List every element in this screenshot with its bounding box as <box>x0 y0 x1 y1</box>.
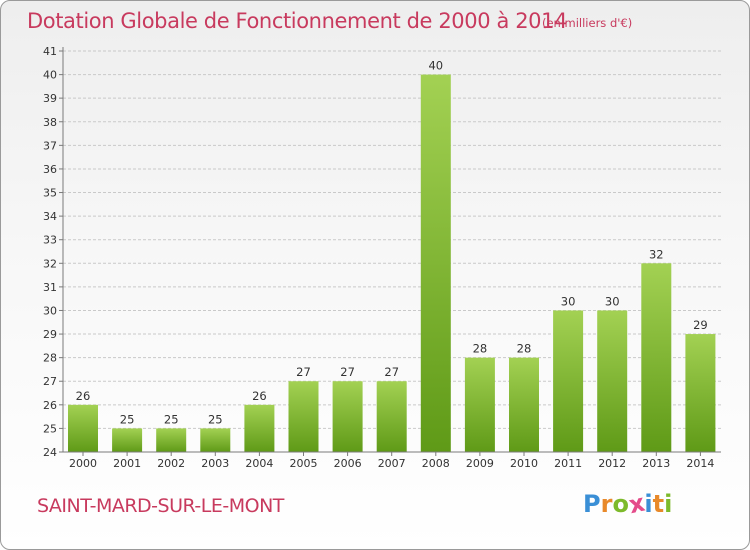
logo-letter: r <box>600 490 613 518</box>
y-tick-label: 27 <box>43 375 57 388</box>
value-label: 32 <box>649 247 664 261</box>
bar <box>685 334 716 452</box>
y-tick-label: 38 <box>43 116 57 129</box>
bar <box>464 357 495 452</box>
y-tick-label: 33 <box>43 234 57 247</box>
bar <box>68 404 98 452</box>
x-tick-label: 2000 <box>69 457 97 470</box>
y-tick-label: 28 <box>43 352 57 365</box>
bar <box>156 428 187 452</box>
x-tick-label: 2011 <box>554 457 582 470</box>
bar <box>200 428 231 452</box>
proxiti-logo: Proxiti <box>583 489 673 520</box>
x-tick-label: 2012 <box>598 457 626 470</box>
bar <box>244 404 275 452</box>
y-tick-label: 25 <box>43 422 57 435</box>
x-tick-label: 2014 <box>686 457 714 470</box>
logo-letter: i <box>644 490 653 518</box>
x-tick-label: 2004 <box>245 457 273 470</box>
y-tick-label: 29 <box>43 328 57 341</box>
x-tick-label: 2006 <box>334 457 362 470</box>
bar <box>332 381 363 452</box>
y-tick-label: 36 <box>43 163 57 176</box>
unit-label: (en milliers d'€) <box>542 16 633 30</box>
bar <box>112 428 143 452</box>
logo-letter: o <box>612 490 629 518</box>
commune-name: SAINT-MARD-SUR-LE-MONT <box>37 495 284 517</box>
value-label: 25 <box>120 412 135 426</box>
x-tick-label: 2013 <box>642 457 670 470</box>
bar <box>288 381 319 452</box>
y-tick-label: 39 <box>43 92 57 105</box>
bar <box>376 381 407 452</box>
value-label: 40 <box>428 59 443 73</box>
value-label: 30 <box>605 294 620 308</box>
bar <box>553 310 584 452</box>
value-label: 27 <box>340 365 355 379</box>
x-tick-label: 2009 <box>466 457 494 470</box>
y-tick-label: 32 <box>43 257 57 270</box>
y-tick-label: 30 <box>43 304 57 317</box>
value-label: 29 <box>693 318 708 332</box>
x-tick-label: 2007 <box>378 457 406 470</box>
logo-letter: t <box>652 490 665 518</box>
x-tick-label: 2010 <box>510 457 538 470</box>
bar <box>597 310 628 452</box>
x-tick-label: 2001 <box>113 457 141 470</box>
logo-letter: i <box>664 490 673 518</box>
x-tick-label: 2008 <box>422 457 450 470</box>
y-tick-label: 31 <box>43 281 57 294</box>
value-label: 30 <box>561 294 576 308</box>
bar <box>420 74 451 453</box>
x-tick-label: 2005 <box>290 457 318 470</box>
chart-title: Dotation Globale de Fonctionnement de 20… <box>27 9 568 33</box>
bar <box>509 357 539 452</box>
value-label: 28 <box>473 342 488 356</box>
value-label: 26 <box>252 389 267 403</box>
bar <box>641 263 672 452</box>
value-label: 28 <box>517 342 532 356</box>
value-label: 27 <box>296 365 311 379</box>
logo-letter: P <box>583 490 601 518</box>
value-label: 25 <box>208 412 223 426</box>
x-tick-label: 2002 <box>157 457 185 470</box>
y-tick-label: 40 <box>43 69 57 82</box>
y-tick-label: 41 <box>43 45 57 58</box>
y-tick-label: 34 <box>43 210 57 223</box>
y-tick-label: 24 <box>43 446 57 459</box>
x-tick-label: 2003 <box>201 457 229 470</box>
value-label: 25 <box>164 412 179 426</box>
y-tick-label: 37 <box>43 139 57 152</box>
y-tick-label: 26 <box>43 399 57 412</box>
y-tick-label: 35 <box>43 187 57 200</box>
value-label: 27 <box>384 365 399 379</box>
value-label: 26 <box>76 389 91 403</box>
